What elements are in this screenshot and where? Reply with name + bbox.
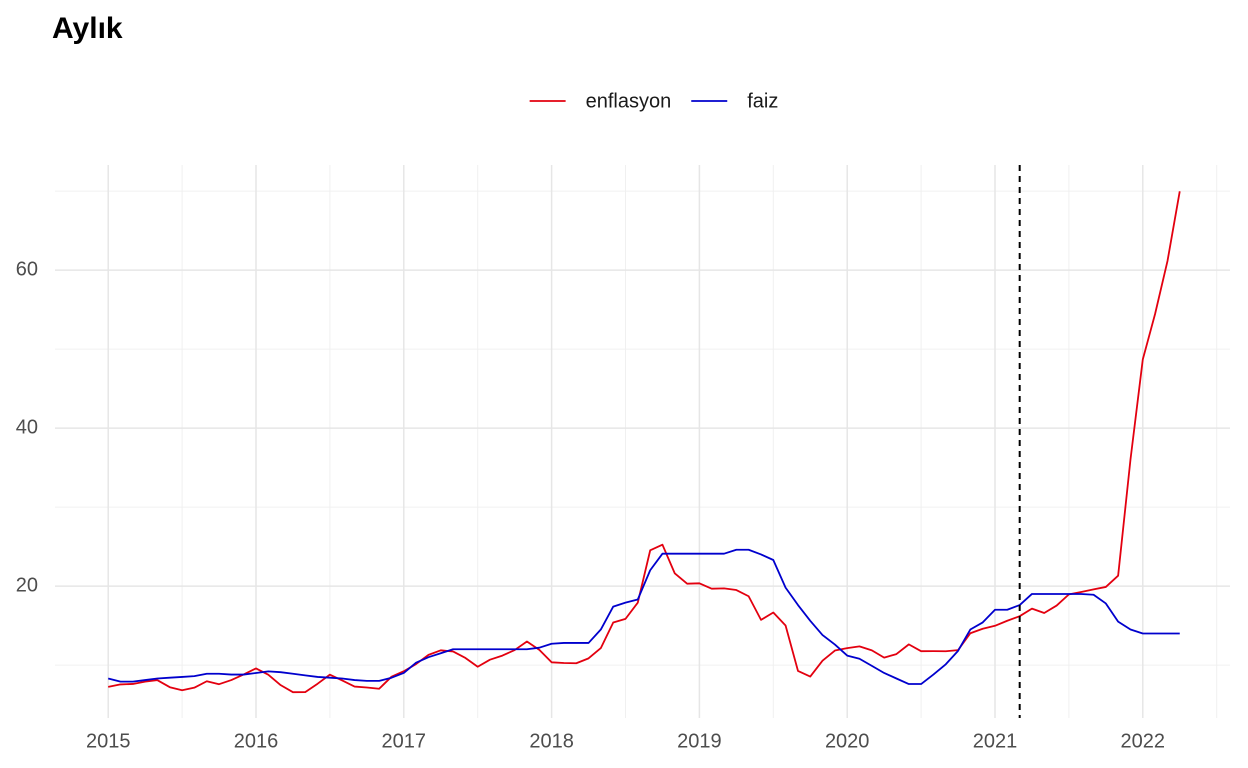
y-tick-label: 20: [16, 574, 38, 596]
series-line: [107, 548, 1180, 685]
legend: enflasyon faiz: [529, 90, 778, 112]
x-tick-label: 2019: [677, 730, 722, 752]
x-tick-label: 2018: [529, 730, 574, 752]
x-tick-label: 2016: [234, 730, 279, 752]
grid: 20 40 60 2015 2016 2017 2018 2019 2020 2021 2022: [16, 165, 1230, 752]
x-tick-label: 2015: [86, 730, 131, 752]
chart-title: Aylık: [52, 12, 123, 45]
y-tick-label: 40: [16, 416, 38, 438]
plot-area: [107, 165, 1181, 718]
legend-label: faiz: [747, 90, 778, 112]
series-line: [108, 191, 1181, 694]
x-tick-label: 2021: [973, 730, 1018, 752]
x-tick-label: 2017: [382, 730, 427, 752]
legend-label: enflasyon: [586, 90, 672, 112]
y-tick-label: 60: [16, 258, 38, 280]
x-tick-label: 2020: [825, 730, 870, 752]
x-tick-label: 2022: [1121, 730, 1166, 752]
